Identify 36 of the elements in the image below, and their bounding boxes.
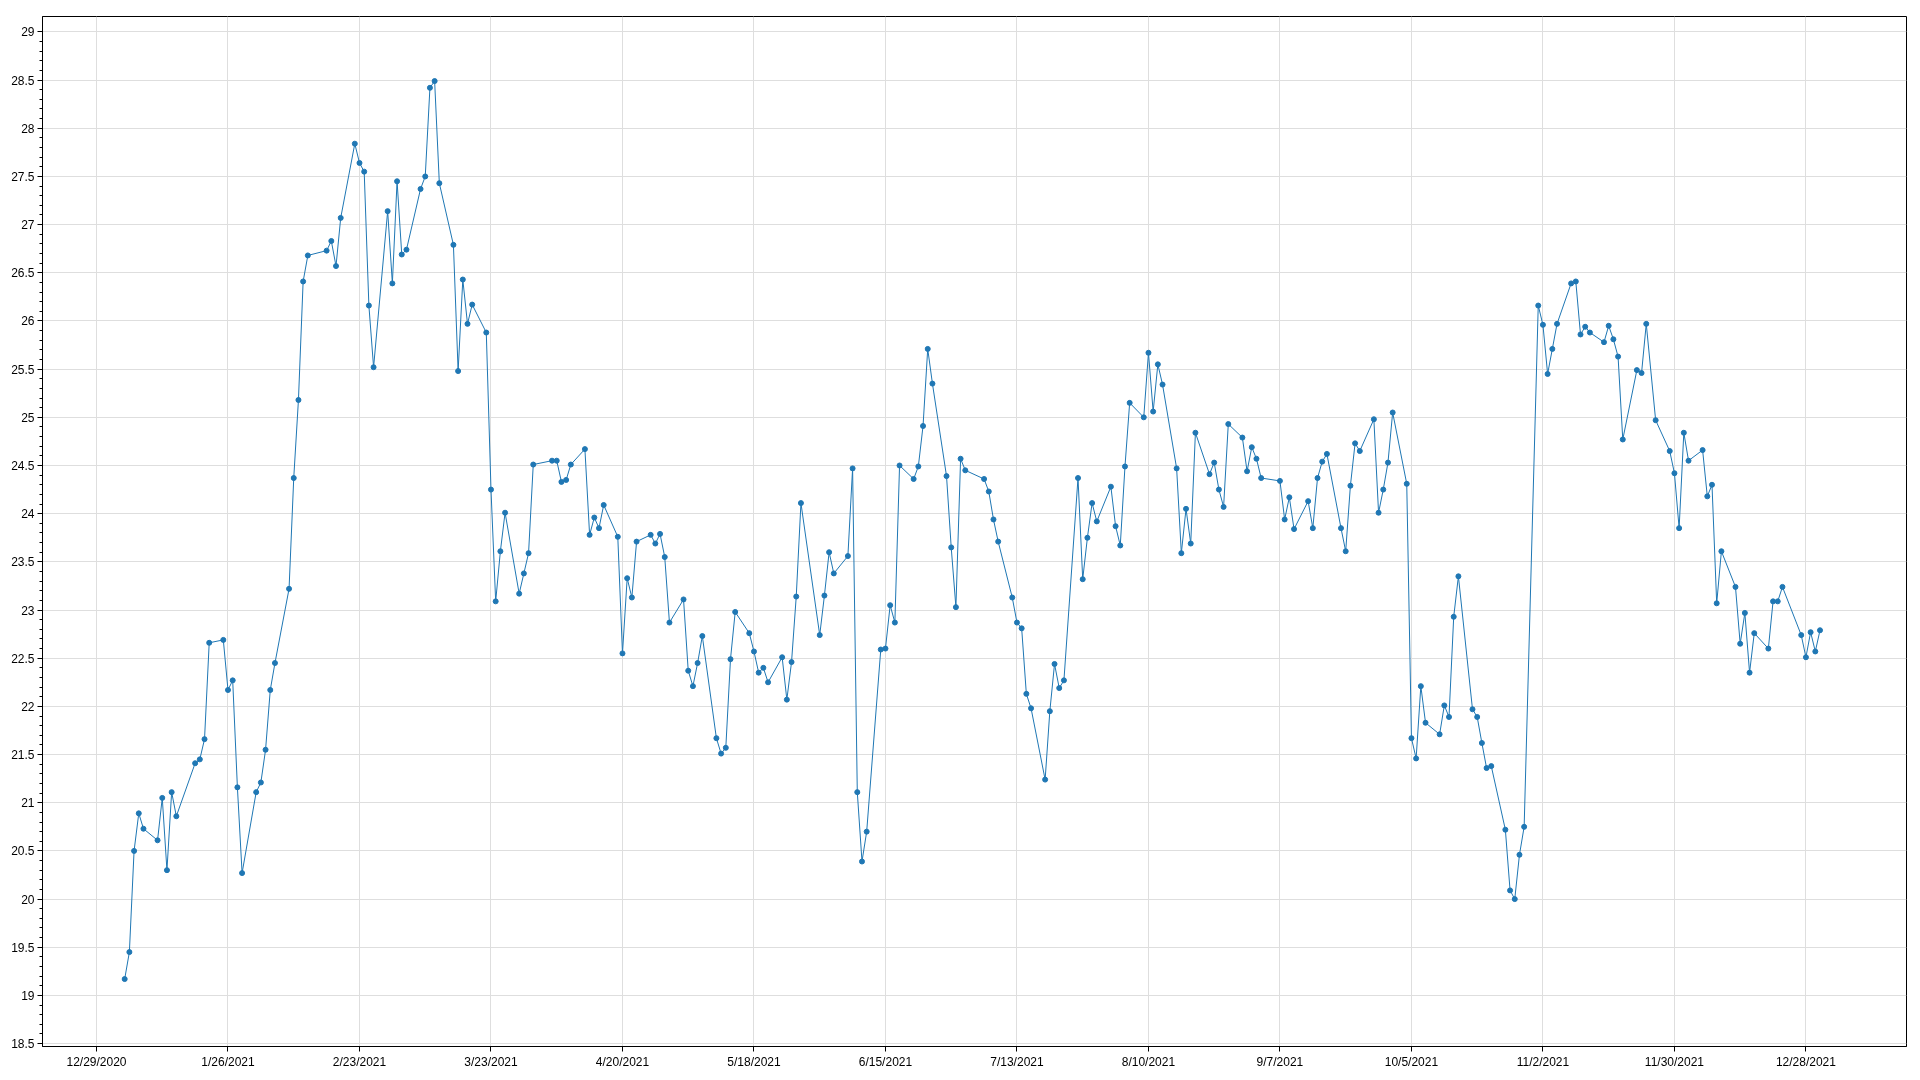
- y-tick-label: 20.5: [11, 844, 35, 859]
- x-tick-label: 9/7/2021: [1256, 1054, 1304, 1069]
- x-tick-label: 11/2/2021: [1516, 1054, 1570, 1069]
- y-tick-label: 19: [21, 988, 35, 1003]
- y-tick-label: 25.5: [11, 362, 35, 377]
- x-tick-label: 2/23/2021: [332, 1054, 387, 1069]
- x-tick-label: 7/13/2021: [990, 1054, 1044, 1069]
- x-tick-label: 4/20/2021: [595, 1054, 650, 1069]
- y-tick-label: 21: [21, 796, 35, 811]
- y-tick-label: 22.5: [11, 651, 35, 666]
- y-tick-label: 23: [21, 603, 35, 618]
- y-tick-label: 19.5: [11, 940, 35, 955]
- x-tick-label: 6/15/2021: [858, 1054, 913, 1069]
- y-tick-label: 29: [21, 25, 35, 40]
- y-tick-label: 25: [21, 410, 35, 425]
- x-tick-label: 1/26/2021: [201, 1054, 256, 1069]
- x-tick-label: 5/18/2021: [727, 1054, 781, 1069]
- y-tick-label: 26.5: [11, 266, 35, 281]
- y-tick-label: 28: [21, 121, 35, 136]
- x-tick-label: 12/29/2020: [66, 1054, 127, 1069]
- y-tick-label: 27.5: [11, 169, 35, 184]
- y-tick-label: 21.5: [11, 748, 35, 763]
- y-tick-label: 20: [21, 892, 35, 907]
- x-tick-label: 11/30/2021: [1644, 1054, 1705, 1069]
- y-tick-label: 18.5: [11, 1037, 35, 1052]
- y-tick-label: 24: [21, 507, 35, 522]
- x-tick-label: 10/5/2021: [1384, 1054, 1439, 1069]
- y-tick-label: 26: [21, 314, 35, 329]
- x-tick-label: 8/10/2021: [1121, 1054, 1176, 1069]
- y-tick-label: 28.5: [11, 73, 35, 88]
- y-tick-label: 22: [21, 699, 35, 714]
- x-tick-label: 3/23/2021: [464, 1054, 519, 1069]
- x-tick-label: 12/28/2021: [1775, 1054, 1837, 1069]
- y-tick-label: 24.5: [11, 459, 35, 473]
- y-tick-label: 23.5: [11, 555, 35, 570]
- y-tick-label: 27: [21, 218, 35, 233]
